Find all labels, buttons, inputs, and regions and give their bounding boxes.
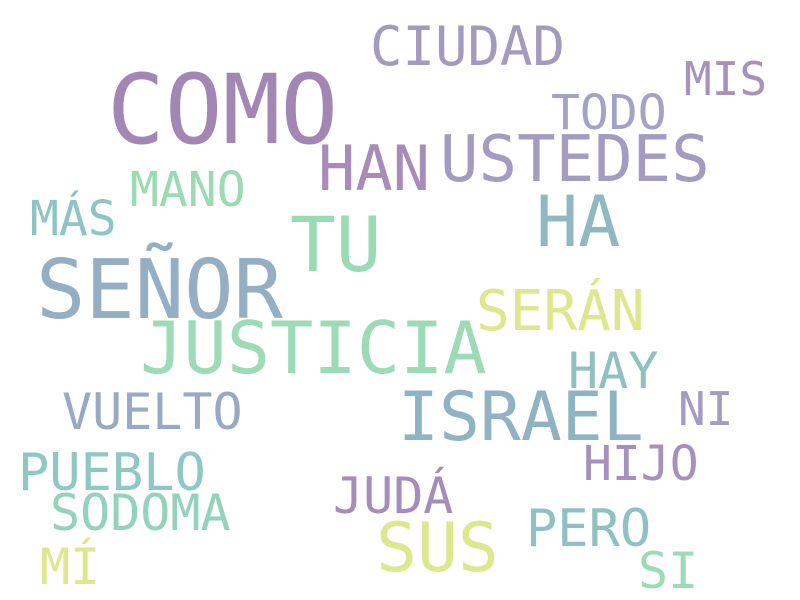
word-si: SI <box>638 542 699 600</box>
word-ha: HA <box>536 181 621 263</box>
word-tu: TU <box>290 200 382 289</box>
word-mas: MÁS <box>30 191 117 247</box>
word-israel: ISRAEL <box>398 378 644 457</box>
word-ni: NI <box>678 382 734 436</box>
word-como: COMO <box>107 54 339 166</box>
word-ustedes: USTEDES <box>440 123 710 197</box>
word-todo: TODO <box>551 85 667 141</box>
word-mano: MANO <box>130 162 246 218</box>
word-pero: PERO <box>526 499 652 559</box>
word-juda: JUDÁ <box>333 467 454 525</box>
word-sodoma: SODOMA <box>50 484 231 542</box>
word-han: HAN <box>318 132 430 205</box>
word-vuelto: VUELTO <box>62 383 243 441</box>
word-mis: MIS <box>684 52 768 106</box>
word-ciudad: CIUDAD <box>370 15 566 78</box>
word-hay: HAY <box>568 342 659 400</box>
word-seran: SERÁN <box>476 279 645 344</box>
word-senor: SEÑOR <box>36 243 283 338</box>
word-hijo: HIJO <box>583 436 699 492</box>
word-justicia: JUSTICIA <box>140 306 487 390</box>
word-sus: SUS <box>376 509 499 588</box>
word-mi: MÍ <box>40 538 101 596</box>
word-pueblo: PUEBLO <box>18 443 206 503</box>
